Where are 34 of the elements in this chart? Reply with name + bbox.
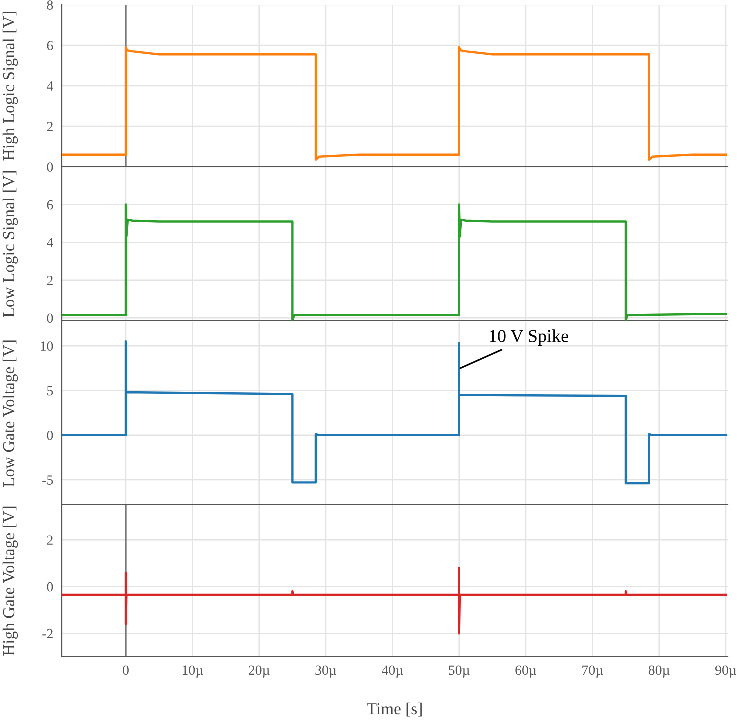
y-axis-title: High Logic Signal [V] bbox=[2, 12, 18, 161]
y-tick-label: 6 bbox=[47, 200, 54, 210]
x-axis-title: Time [s] bbox=[367, 702, 422, 717]
y-tick-label: 6 bbox=[47, 41, 54, 50]
y-tick-label: 0 bbox=[47, 430, 54, 440]
y-tick-label: -5 bbox=[42, 476, 54, 485]
y-tick-label: 5 bbox=[48, 386, 54, 396]
x-tick-label: 80µ bbox=[648, 666, 670, 678]
annotation: 10 V Spike bbox=[490, 330, 568, 346]
y-tick-label: 0 bbox=[47, 162, 54, 172]
x-tick-label: 40µ bbox=[382, 666, 404, 678]
line-series bbox=[62, 46, 728, 162]
y-tick-label: 2 bbox=[47, 536, 53, 545]
x-tick-label: 50µ bbox=[449, 666, 470, 678]
y-tick-label: 0 bbox=[47, 314, 54, 324]
x-tick-label: 0 bbox=[123, 666, 129, 676]
y-axis-title: Low Logic Signal [V] bbox=[2, 171, 18, 318]
y-axis-title: High Gate Voltage [V] bbox=[2, 506, 18, 656]
y-tick-label: 2 bbox=[47, 122, 53, 132]
y-tick-label: 10 bbox=[41, 342, 54, 352]
x-tick-label: 60µ bbox=[516, 666, 536, 678]
y-tick-label: 4 bbox=[46, 82, 54, 91]
y-tick-label: 2 bbox=[47, 276, 53, 286]
x-tick-label: 20µ bbox=[248, 666, 270, 678]
y-tick-label: 4 bbox=[46, 238, 54, 248]
y-tick-label: -2 bbox=[42, 629, 53, 638]
line-series bbox=[62, 567, 728, 635]
x-tick-label: 70µ bbox=[582, 666, 604, 678]
x-tick-label: 10µ bbox=[182, 666, 204, 678]
y-axis-title: Low Gate Voltage [V] bbox=[2, 340, 18, 488]
x-tick-label: 90µ bbox=[716, 666, 736, 678]
x-tick-label: 30µ bbox=[316, 666, 336, 678]
y-tick-label: 0 bbox=[47, 582, 54, 592]
y-tick-label: 8 bbox=[47, 0, 54, 10]
